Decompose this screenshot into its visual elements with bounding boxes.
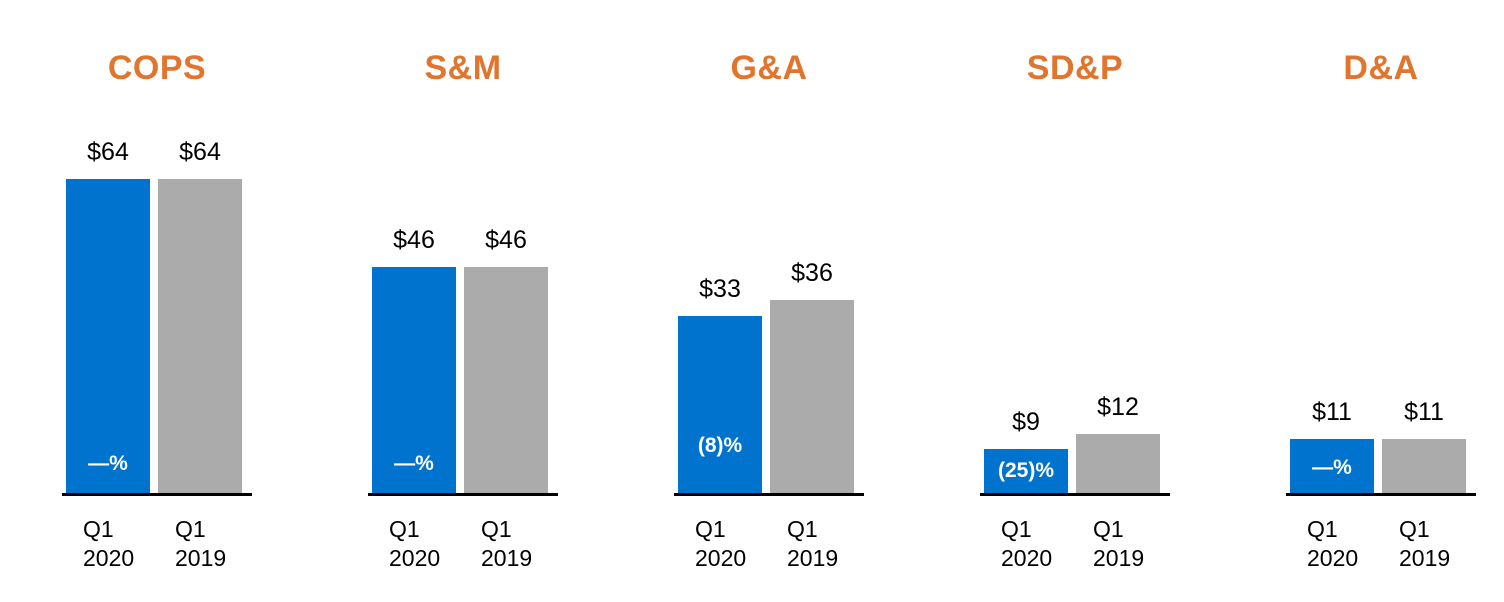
category-labels-sm: Q1 2020 Q1 2019: [368, 515, 558, 573]
chart-title-cops: COPS: [107, 49, 207, 87]
bar-ga-q1-2020: (8)%: [678, 316, 762, 493]
chart-title-sm: S&M: [424, 49, 502, 87]
chart-title-ga: G&A: [730, 49, 808, 87]
chart-ga: G&A $33 $36 (8)% Q1 2020 Q1 2019: [674, 48, 864, 573]
plot-area-ga: $33 $36 (8)%: [674, 88, 864, 496]
category-labels-ga: Q1 2020 Q1 2019: [674, 515, 864, 573]
category-label-q1-2019: Q1 2019: [1093, 516, 1145, 571]
value-label-ga-2019: $36: [791, 259, 833, 287]
bar-sdp-q1-2020: (25)%: [984, 449, 1068, 493]
category-label-q1-2019: Q1 2019: [481, 516, 533, 571]
bar-cops-q1-2020: —%: [66, 179, 150, 493]
change-pct-label-da: —%: [1312, 456, 1352, 479]
value-label-da-2020: $11: [1312, 398, 1352, 426]
value-label-ga-2020: $33: [699, 275, 741, 303]
category-label-q1-2020: Q1 2020: [1001, 516, 1053, 571]
category-label-q1-2020: Q1 2020: [83, 516, 135, 571]
charts-row: COPS $64 $64 —% Q1 2020 Q1 2019: [62, 48, 1476, 573]
value-label-sdp-2020: $9: [1012, 408, 1040, 436]
value-label-sdp-2019: $12: [1097, 393, 1139, 421]
category-label-q1-2020: Q1 2020: [1307, 516, 1359, 571]
value-label-sm-2020: $46: [393, 226, 435, 254]
category-label-q1-2019: Q1 2019: [175, 516, 227, 571]
value-label-cops-2020: $64: [87, 138, 129, 166]
category-labels-da: Q1 2020 Q1 2019: [1286, 515, 1476, 573]
plot-area-cops: $64 $64 —%: [62, 88, 252, 496]
chart-sm: S&M $46 $46 —% Q1 2020 Q1 2019: [368, 48, 558, 573]
plot-area-da: $11 $11 —%: [1286, 88, 1476, 496]
plot-area-sdp: $9 $12 (25)%: [980, 88, 1170, 496]
bar-sm-q1-2019: [464, 267, 548, 493]
value-label-da-2019: $11: [1404, 398, 1444, 426]
category-label-q1-2019: Q1 2019: [1399, 516, 1451, 571]
bar-da-q1-2019: [1382, 439, 1466, 493]
change-pct-label-sdp: (25)%: [997, 459, 1055, 482]
category-label-q1-2020: Q1 2020: [695, 516, 747, 571]
change-pct-label-sm: —%: [394, 452, 434, 475]
bar-ga-q1-2019: [770, 300, 854, 493]
change-pct-label-cops: —%: [88, 452, 128, 475]
chart-da: D&A $11 $11 —% Q1 2020 Q1 2019: [1286, 48, 1476, 573]
change-pct-label-ga: (8)%: [697, 434, 743, 457]
plot-area-sm: $46 $46 —%: [368, 88, 558, 496]
value-label-sm-2019: $46: [485, 226, 527, 254]
chart-cops: COPS $64 $64 —% Q1 2020 Q1 2019: [62, 48, 252, 573]
bar-da-q1-2020: —%: [1290, 439, 1374, 493]
category-labels-sdp: Q1 2020 Q1 2019: [980, 515, 1170, 573]
category-label-q1-2020: Q1 2020: [389, 516, 441, 571]
chart-title-sdp: SD&P: [1026, 49, 1124, 87]
bar-cops-q1-2019: [158, 179, 242, 493]
value-label-cops-2019: $64: [179, 138, 221, 166]
bar-sm-q1-2020: —%: [372, 267, 456, 493]
chart-title-da: D&A: [1343, 49, 1419, 87]
category-labels-cops: Q1 2020 Q1 2019: [62, 515, 252, 573]
chart-sdp: SD&P $9 $12 (25)% Q1 2020 Q1 2019: [980, 48, 1170, 573]
category-label-q1-2019: Q1 2019: [787, 516, 839, 571]
bar-sdp-q1-2019: [1076, 434, 1160, 493]
